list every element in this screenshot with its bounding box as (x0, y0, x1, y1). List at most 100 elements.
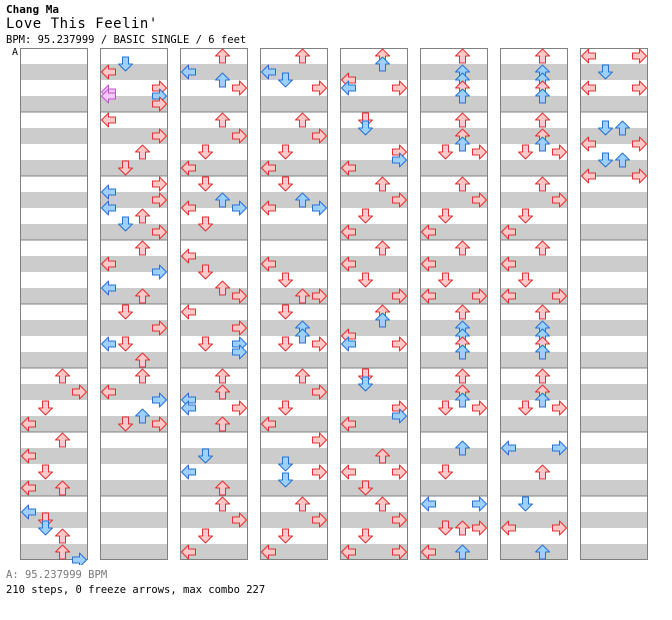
right-arrow-icon (232, 320, 247, 336)
beat-band (260, 288, 328, 304)
chart-meta: BPM: 95.237999 / BASIC SINGLE / 6 feet (6, 34, 247, 46)
beat-band (420, 192, 488, 208)
left-arrow-icon (181, 248, 196, 264)
left-arrow-icon (181, 304, 196, 320)
right-arrow-icon (152, 320, 167, 336)
right-arrow-icon (472, 144, 487, 160)
beat-band (100, 160, 168, 176)
right-arrow-icon (552, 288, 567, 304)
down-arrow-icon (518, 400, 533, 416)
right-arrow-icon (152, 392, 167, 408)
up-arrow-icon (535, 176, 550, 192)
left-arrow-icon (101, 88, 116, 104)
left-arrow-icon (21, 416, 36, 432)
down-arrow-icon (118, 216, 133, 232)
up-arrow-icon (215, 416, 230, 432)
left-arrow-icon (501, 288, 516, 304)
beat-band (260, 384, 328, 400)
left-arrow-icon (341, 80, 356, 96)
right-arrow-icon (392, 80, 407, 96)
beat-band (260, 416, 328, 432)
beat-band (260, 160, 328, 176)
beat-band (500, 64, 568, 80)
up-arrow-icon (375, 496, 390, 512)
left-arrow-icon (501, 256, 516, 272)
left-arrow-icon (101, 280, 116, 296)
beat-band (100, 448, 168, 464)
up-arrow-icon (535, 240, 550, 256)
right-arrow-icon (152, 176, 167, 192)
left-arrow-icon (341, 256, 356, 272)
beat-band (580, 416, 648, 432)
beat-band (340, 288, 408, 304)
right-arrow-icon (152, 192, 167, 208)
beat-band (100, 352, 168, 368)
beat-band (100, 224, 168, 240)
left-arrow-icon (581, 136, 596, 152)
down-arrow-icon (438, 208, 453, 224)
up-arrow-icon (455, 440, 470, 456)
down-arrow-icon (358, 120, 373, 136)
beat-band (20, 128, 88, 144)
left-arrow-icon (581, 168, 596, 184)
song-title: Love This Feelin' (6, 16, 158, 32)
right-arrow-icon (472, 496, 487, 512)
chart-column (260, 48, 328, 560)
right-arrow-icon (392, 464, 407, 480)
right-arrow-icon (392, 408, 407, 424)
beat-band (260, 192, 328, 208)
up-arrow-icon (135, 208, 150, 224)
beat-band (260, 352, 328, 368)
up-arrow-icon (295, 192, 310, 208)
beat-band (500, 128, 568, 144)
beat-band (180, 448, 248, 464)
beat-band (180, 288, 248, 304)
beat-band (20, 544, 88, 560)
beat-band (420, 352, 488, 368)
right-arrow-icon (152, 224, 167, 240)
down-arrow-icon (198, 336, 213, 352)
down-arrow-icon (438, 400, 453, 416)
beat-band (500, 192, 568, 208)
beat-band (340, 416, 408, 432)
beat-band (500, 544, 568, 560)
right-arrow-icon (232, 400, 247, 416)
chart-column (20, 48, 88, 560)
up-arrow-icon (535, 344, 550, 360)
beat-band (20, 320, 88, 336)
up-arrow-icon (455, 304, 470, 320)
down-arrow-icon (598, 120, 613, 136)
left-arrow-icon (341, 160, 356, 176)
left-arrow-icon (101, 336, 116, 352)
beat-band (500, 416, 568, 432)
up-arrow-icon (455, 136, 470, 152)
beat-band (180, 480, 248, 496)
beat-band (500, 384, 568, 400)
beat-band (260, 64, 328, 80)
beat-band (580, 544, 648, 560)
beat-band (580, 224, 648, 240)
up-arrow-icon (455, 344, 470, 360)
right-arrow-icon (472, 520, 487, 536)
up-arrow-icon (455, 520, 470, 536)
up-arrow-icon (455, 392, 470, 408)
left-arrow-icon (101, 256, 116, 272)
down-arrow-icon (198, 264, 213, 280)
beat-band (100, 256, 168, 272)
chart-bands (20, 64, 648, 560)
beat-band (20, 96, 88, 112)
artist-name: Chang Ma (6, 3, 59, 16)
up-arrow-icon (295, 368, 310, 384)
left-arrow-icon (21, 480, 36, 496)
beat-band (100, 480, 168, 496)
down-arrow-icon (278, 272, 293, 288)
beat-band (20, 512, 88, 528)
beat-band (500, 288, 568, 304)
left-arrow-icon (101, 112, 116, 128)
down-arrow-icon (278, 144, 293, 160)
up-arrow-icon (535, 112, 550, 128)
left-arrow-icon (421, 496, 436, 512)
step-stats: 210 steps, 0 freeze arrows, max combo 22… (6, 584, 266, 596)
beat-band (500, 96, 568, 112)
up-arrow-icon (55, 432, 70, 448)
